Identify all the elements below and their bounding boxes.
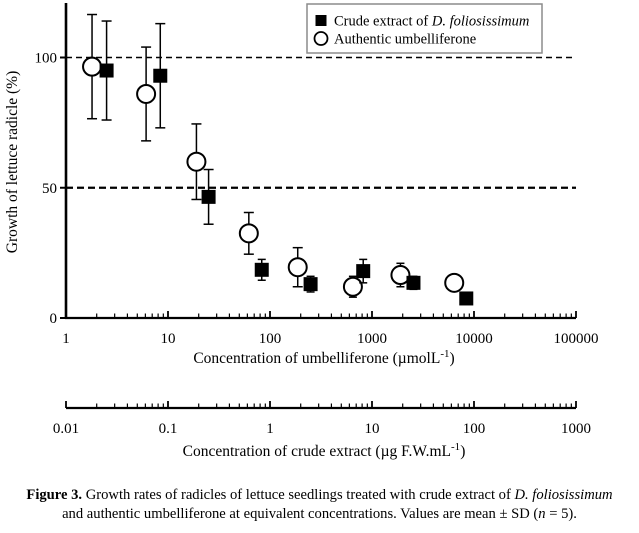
- data-point-square: [459, 291, 474, 306]
- data-point-square: [201, 189, 216, 204]
- caption-line: and authentic umbelliferone at equivalen…: [0, 505, 639, 524]
- data-point-circle: [390, 265, 411, 286]
- figure-caption: Figure 3. Growth rates of radicles of le…: [0, 486, 639, 523]
- x-axis-main-tick-label: 10: [161, 331, 176, 347]
- x-axis-secondary-tick-label: 0.1: [159, 421, 178, 437]
- data-point-square: [254, 262, 269, 277]
- data-point-square: [99, 63, 114, 78]
- caption-text: Growth rates of radicles of lettuce seed…: [85, 487, 515, 503]
- data-point-square: [303, 277, 318, 292]
- legend-label: Crude extract of D. foliosissimum: [334, 14, 529, 30]
- x-axis-secondary-tick-label: 10: [365, 421, 380, 437]
- y-axis-title: Growth of lettuce radicle (%): [4, 71, 21, 253]
- x-axis-main-tick-label: 1: [62, 331, 70, 347]
- x-axis-secondary-tick-label: 1: [266, 421, 274, 437]
- data-point-circle: [444, 272, 465, 293]
- y-axis-tick-label: 0: [50, 311, 58, 327]
- data-point-circle: [136, 83, 157, 104]
- legend-label: Authentic umbelliferone: [334, 32, 476, 48]
- x-axis-secondary-tick-label: 1000: [561, 421, 591, 437]
- legend-filled-square-icon: [315, 15, 327, 26]
- caption-text: n: [538, 505, 546, 522]
- caption-text: Figure 3.: [26, 487, 86, 503]
- y-axis-tick-label: 50: [42, 181, 57, 197]
- y-axis-tick-label: 100: [35, 51, 58, 67]
- caption-text: = 5).: [545, 505, 577, 522]
- x-axis-secondary-tick-label: 100: [463, 421, 486, 437]
- x-axis-main-tick-label: 10000: [455, 331, 493, 347]
- x-axis-secondary-title: Concentration of crude extract (µg F.W.m…: [183, 441, 466, 460]
- x-axis-main-tick-label: 100: [259, 331, 282, 347]
- x-axis-secondary-tick-label: 0.01: [53, 421, 79, 437]
- x-axis-main-tick-label: 100000: [554, 331, 599, 347]
- caption-text: D. foliosissimum: [514, 487, 613, 503]
- x-axis-main-title: Concentration of umbelliferone (µmolL-1): [193, 348, 454, 367]
- data-point-square: [356, 264, 371, 279]
- data-point-circle: [238, 223, 259, 244]
- data-point-circle: [287, 257, 308, 278]
- data-point-circle: [82, 56, 103, 77]
- caption-line: Figure 3. Growth rates of radicles of le…: [0, 486, 639, 505]
- data-point-square: [153, 68, 168, 83]
- caption-text: and authentic umbelliferone at equivalen…: [62, 505, 539, 522]
- legend-open-circle-icon: [313, 31, 329, 46]
- x-axis-main-tick-label: 1000: [357, 331, 387, 347]
- data-point-square: [406, 275, 421, 290]
- data-point-circle: [342, 276, 363, 297]
- data-point-circle: [186, 151, 207, 172]
- legend-box: [306, 3, 543, 54]
